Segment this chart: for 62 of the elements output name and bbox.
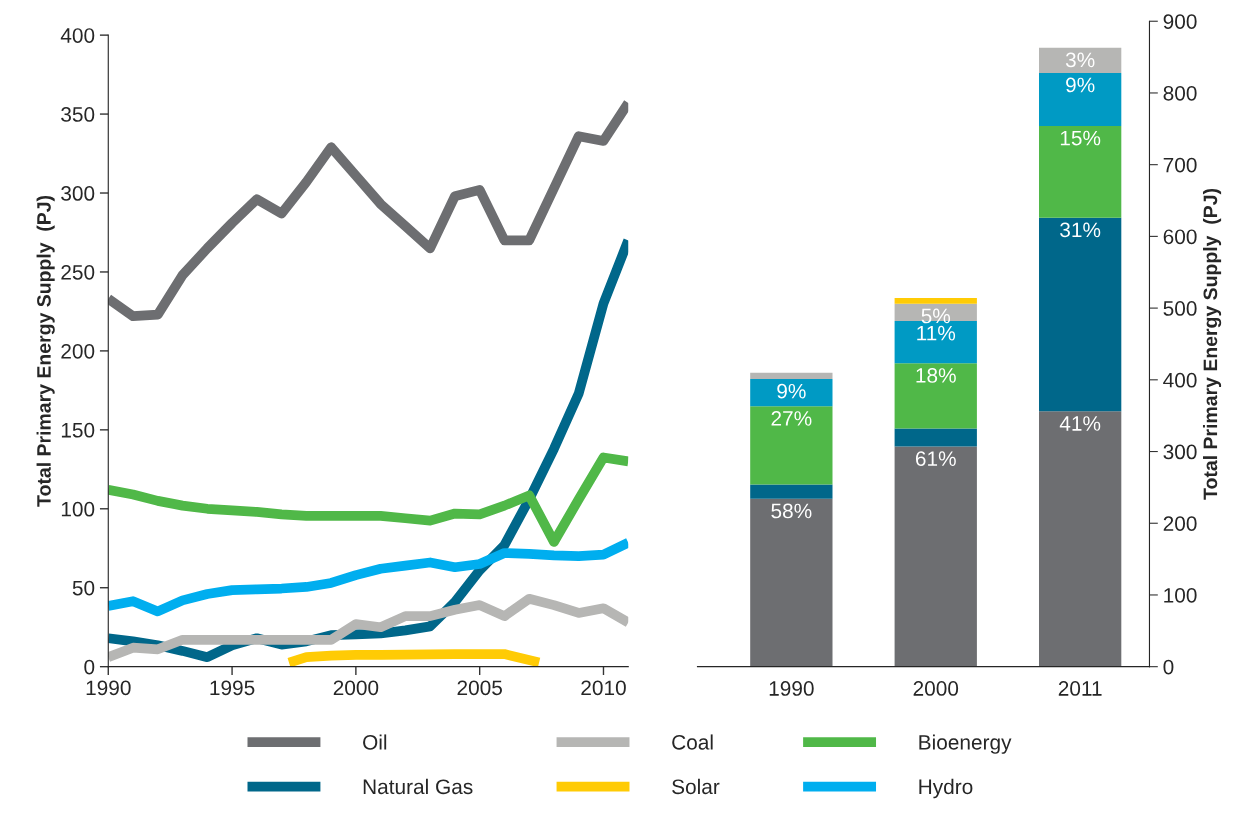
legend-label: Natural Gas: [363, 778, 473, 795]
legend-label: Solar: [672, 778, 720, 795]
y-tick-label: 600: [1163, 229, 1197, 245]
bar: [750, 498, 833, 667]
x-tick-label: 1995: [210, 680, 255, 696]
legend-label: Coal: [672, 734, 713, 750]
annotation: 41%: [1059, 416, 1101, 431]
annotation: 27%: [771, 411, 812, 426]
x-tick-label: 2011: [1058, 681, 1102, 696]
y-tick-label: 150: [61, 422, 95, 438]
bar: [1039, 411, 1122, 667]
x-tick-label: 2000: [333, 680, 379, 696]
y-tick-label: 500: [1163, 301, 1197, 316]
bar: [750, 406, 833, 485]
bar: [750, 379, 833, 407]
annotation: 31%: [1060, 222, 1101, 238]
annotation: 9%: [777, 383, 806, 399]
bar: [894, 298, 977, 304]
y-tick-label: 300: [61, 186, 95, 201]
y-tick-label: 0: [1163, 659, 1174, 675]
bar: [750, 484, 833, 499]
annotation: 3%: [1065, 52, 1095, 68]
legend-label: Oil: [363, 734, 387, 750]
bar: [894, 446, 977, 667]
annotation: 5%: [921, 308, 951, 324]
y-tick-label: 50: [72, 580, 95, 596]
y-tick-label: 300: [1163, 444, 1197, 460]
x-tick-label: 1990: [769, 681, 814, 696]
y-tick-label: 800: [1163, 85, 1197, 101]
y-tick-label: 100: [61, 501, 95, 517]
bar: [1039, 217, 1122, 412]
x-tick-label: 2005: [457, 680, 502, 696]
y-tick-label: 100: [1164, 587, 1197, 603]
bar: [1039, 72, 1122, 126]
y-tick-label: 250: [61, 264, 95, 280]
legend-label: Hydro: [919, 778, 973, 799]
y-axis-title: Total Primary Energy Supply (PJ): [1202, 188, 1222, 500]
annotation: 61%: [915, 451, 956, 466]
y-tick-label: 0: [84, 659, 95, 675]
bar: [894, 303, 977, 322]
y-tick-label: 400: [60, 28, 95, 43]
annotation: 11%: [917, 325, 956, 341]
y-tick-label: 900: [1163, 14, 1197, 29]
x-tick-label: 2010: [581, 680, 626, 696]
y-tick-label: 400: [1163, 372, 1197, 388]
y-axis-title: Total Primary Energy Supply (PJ): [36, 195, 55, 507]
x-tick-label: 1990: [86, 680, 131, 696]
bar: [750, 372, 833, 380]
annotation: 58%: [771, 503, 812, 519]
annotation: 9%: [1066, 77, 1095, 93]
bar: [1039, 47, 1122, 73]
x-tick-label: 2000: [913, 681, 959, 696]
bar: [894, 428, 977, 447]
legend-label: Bioenergy: [919, 734, 1012, 754]
y-tick-label: 200: [61, 343, 95, 359]
annotation: 15%: [1060, 130, 1101, 146]
y-tick-label: 350: [61, 107, 95, 122]
y-tick-label: 700: [1163, 157, 1197, 173]
bar: [894, 363, 977, 429]
annotation: 18%: [916, 368, 956, 383]
y-tick-label: 200: [1163, 516, 1197, 531]
bar: [1039, 125, 1122, 218]
